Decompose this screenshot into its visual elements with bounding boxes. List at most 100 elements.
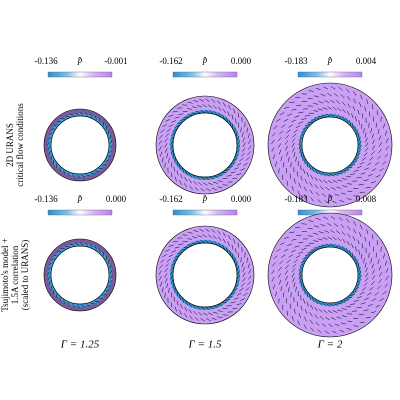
vector bbox=[158, 276, 162, 281]
vector bbox=[352, 290, 358, 294]
vector bbox=[351, 113, 354, 119]
vector bbox=[360, 172, 366, 175]
colorbar bbox=[297, 71, 363, 78]
vector bbox=[237, 242, 240, 248]
vector bbox=[367, 292, 372, 296]
vector bbox=[379, 168, 384, 172]
vector bbox=[293, 129, 299, 133]
vector bbox=[330, 229, 335, 234]
vector bbox=[364, 167, 369, 171]
vector bbox=[298, 111, 304, 114]
vector bbox=[288, 124, 293, 128]
inner-wall bbox=[301, 246, 359, 304]
vector bbox=[247, 151, 251, 156]
vector bbox=[169, 140, 174, 146]
vector bbox=[242, 142, 246, 147]
vector bbox=[295, 255, 301, 259]
vector bbox=[81, 305, 86, 308]
vector bbox=[378, 265, 382, 271]
vector bbox=[383, 123, 385, 129]
vector bbox=[304, 309, 308, 314]
vector bbox=[296, 171, 299, 177]
vector bbox=[346, 328, 352, 330]
vector bbox=[179, 180, 182, 185]
vector bbox=[336, 230, 341, 234]
vector bbox=[322, 107, 328, 110]
vector bbox=[376, 285, 381, 290]
vector bbox=[324, 100, 330, 103]
vector bbox=[222, 238, 226, 244]
vector bbox=[308, 220, 314, 222]
vector bbox=[345, 117, 349, 123]
vector bbox=[160, 281, 163, 287]
vector bbox=[365, 267, 368, 273]
vector bbox=[384, 130, 388, 136]
vector bbox=[84, 242, 89, 246]
vector bbox=[291, 272, 295, 278]
vector bbox=[315, 191, 320, 196]
vector bbox=[200, 318, 205, 322]
vector bbox=[321, 244, 327, 247]
vector bbox=[324, 230, 330, 233]
vector bbox=[86, 304, 91, 307]
vector bbox=[224, 299, 230, 301]
vector bbox=[174, 116, 180, 119]
vector bbox=[296, 301, 299, 307]
vector bbox=[304, 115, 310, 117]
vector bbox=[288, 286, 290, 292]
vector bbox=[213, 241, 218, 246]
vector bbox=[245, 157, 250, 161]
vector bbox=[333, 173, 339, 176]
vector bbox=[194, 187, 199, 191]
vector bbox=[350, 173, 356, 175]
vector bbox=[242, 137, 245, 142]
vector bbox=[211, 187, 217, 190]
vector bbox=[336, 100, 341, 104]
vector bbox=[307, 121, 313, 124]
vector bbox=[295, 286, 297, 292]
vector bbox=[184, 176, 188, 182]
vector bbox=[174, 125, 180, 128]
vector bbox=[184, 313, 188, 318]
vector bbox=[347, 190, 353, 193]
vector bbox=[291, 108, 297, 111]
vector bbox=[291, 185, 294, 191]
vector bbox=[170, 144, 173, 150]
column-label: Γ = 1.5 bbox=[188, 339, 222, 351]
vector bbox=[329, 113, 335, 117]
vector bbox=[281, 124, 286, 128]
vector bbox=[193, 100, 199, 103]
vector bbox=[311, 167, 315, 173]
vector bbox=[356, 166, 362, 169]
vector bbox=[302, 126, 308, 130]
vector bbox=[228, 235, 231, 240]
vector bbox=[217, 316, 223, 319]
vector bbox=[292, 277, 295, 283]
vector bbox=[309, 182, 313, 187]
vector bbox=[306, 171, 309, 177]
vector bbox=[299, 278, 302, 284]
vector bbox=[337, 107, 342, 112]
vector bbox=[359, 291, 365, 295]
vector bbox=[334, 193, 340, 197]
vector bbox=[298, 251, 304, 254]
vector bbox=[48, 281, 51, 286]
vector bbox=[193, 230, 199, 233]
vector bbox=[317, 245, 323, 248]
vector bbox=[158, 140, 162, 145]
vector bbox=[229, 250, 231, 256]
vector bbox=[272, 284, 276, 290]
vector bbox=[179, 294, 181, 300]
vector bbox=[356, 306, 362, 309]
vector bbox=[358, 184, 364, 186]
vector bbox=[382, 291, 387, 295]
colorbar bbox=[172, 71, 238, 78]
vector bbox=[50, 285, 52, 290]
vector bbox=[236, 303, 242, 306]
vector bbox=[356, 152, 361, 157]
vector bbox=[358, 270, 362, 276]
colorbar bbox=[172, 209, 238, 216]
vector bbox=[239, 287, 244, 292]
vector bbox=[203, 182, 208, 186]
vector bbox=[300, 130, 306, 134]
